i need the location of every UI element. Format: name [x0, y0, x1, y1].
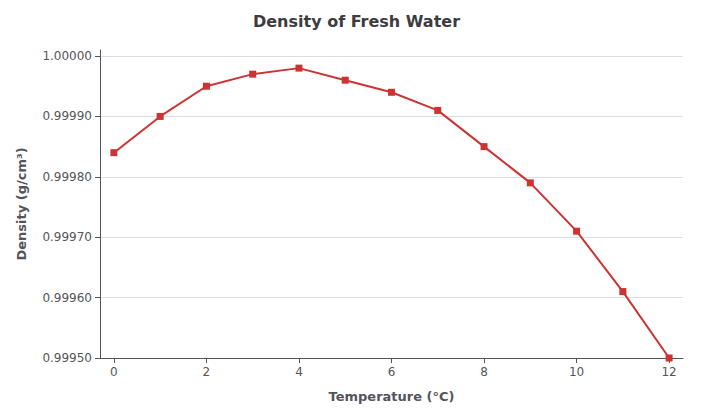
svg-text:0.99980: 0.99980 [42, 170, 92, 184]
svg-text:2: 2 [203, 365, 211, 379]
svg-text:0.99990: 0.99990 [42, 109, 92, 123]
svg-text:0.99960: 0.99960 [42, 291, 92, 305]
svg-text:0: 0 [110, 365, 118, 379]
svg-text:Temperature (°C): Temperature (°C) [329, 389, 455, 404]
svg-text:0.99950: 0.99950 [42, 351, 92, 365]
svg-text:Density (g/cm³): Density (g/cm³) [14, 147, 29, 260]
svg-text:6: 6 [388, 365, 396, 379]
svg-text:10: 10 [569, 365, 584, 379]
svg-text:1.00000: 1.00000 [42, 49, 92, 63]
svg-text:8: 8 [480, 365, 488, 379]
svg-text:Density of Fresh Water: Density of Fresh Water [253, 12, 460, 31]
svg-text:4: 4 [295, 365, 303, 379]
svg-text:0.99970: 0.99970 [42, 230, 92, 244]
svg-text:12: 12 [661, 365, 676, 379]
